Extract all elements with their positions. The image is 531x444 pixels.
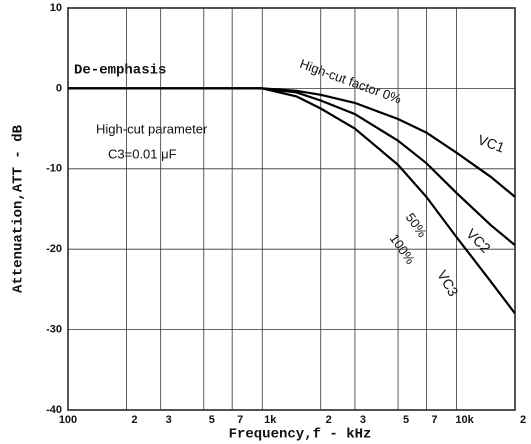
- x-tick-label: 5: [403, 414, 409, 426]
- y-tick-label: -10: [46, 163, 62, 175]
- x-tick-label: 1k: [264, 414, 277, 426]
- series-line: [68, 87, 516, 198]
- x-tick-label: 2: [520, 414, 526, 426]
- y-tick-label: -40: [46, 404, 62, 416]
- x-tick-label: 2: [131, 414, 137, 426]
- y-tick-label: 0: [56, 82, 62, 94]
- y-tick-label: -20: [46, 243, 62, 255]
- series-label: VC3: [434, 267, 462, 299]
- x-tick-label: 5: [209, 414, 215, 426]
- x-tick-label: 2: [326, 414, 332, 426]
- x-tick-label: 3: [166, 414, 172, 426]
- annotation: High-cut parameter: [96, 121, 208, 136]
- y-tick-label: 10: [50, 2, 62, 14]
- annotation: C3=0.01 μF: [108, 146, 177, 161]
- x-tick-label: 7: [431, 414, 437, 426]
- x-tick-label: 3: [360, 414, 366, 426]
- x-axis-label: Frequency,f - kHz: [229, 427, 372, 443]
- x-tick-label: 100: [59, 414, 77, 426]
- series-label: VC1: [476, 131, 507, 155]
- y-tick-label: -30: [46, 324, 62, 336]
- x-tick-label: 10k: [455, 414, 474, 426]
- annotation: De-emphasis: [74, 63, 166, 79]
- x-tick-label: 7: [237, 414, 243, 426]
- series-line: [68, 87, 516, 315]
- y-axis-label: Attenuation,ATT - dB: [11, 124, 27, 293]
- series-line: [68, 87, 516, 247]
